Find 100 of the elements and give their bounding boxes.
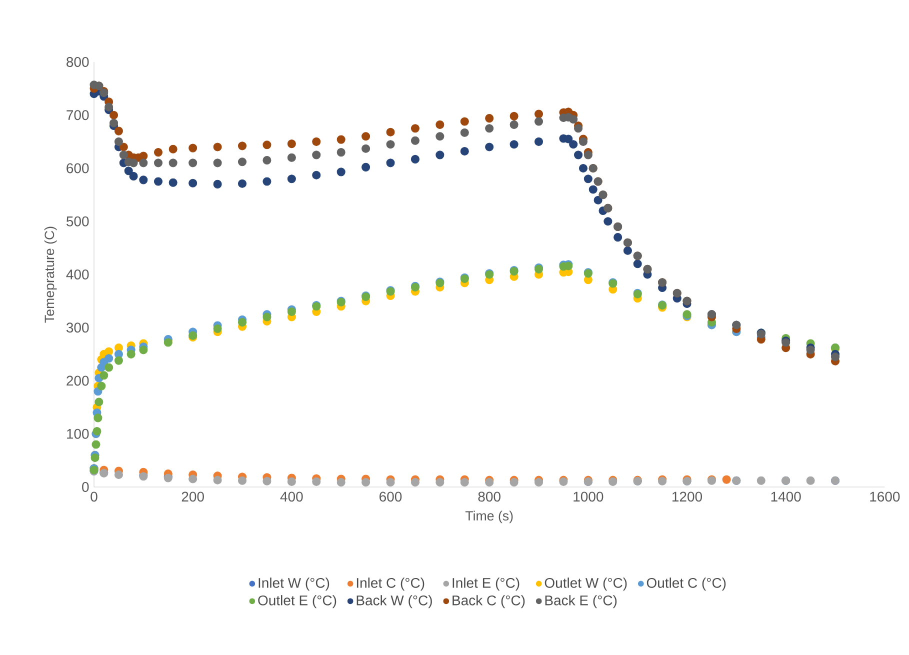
x-tick-label: 400 (280, 492, 303, 502)
point (362, 132, 370, 141)
point (436, 478, 444, 486)
point (362, 478, 370, 486)
point (436, 132, 444, 141)
point (410, 124, 420, 133)
point (460, 478, 469, 486)
point (436, 150, 444, 160)
legend-label: Back E (°C) (545, 595, 617, 608)
point (238, 179, 247, 188)
legend-label: Inlet C (°C) (356, 578, 424, 591)
point (119, 142, 128, 152)
point (114, 126, 123, 136)
y-tick-label: 200 (66, 376, 89, 386)
point (569, 115, 578, 124)
point (386, 158, 395, 168)
point (485, 142, 494, 152)
point (114, 137, 123, 146)
x-axis-title: Time (s) (465, 510, 513, 524)
x-tick-label: 200 (182, 492, 204, 502)
point (485, 124, 494, 133)
point (287, 477, 296, 486)
x-tick-label: 600 (380, 492, 402, 502)
y-tick-label: 300 (66, 322, 89, 333)
x-tick-label: 0 (90, 492, 98, 502)
point (410, 136, 420, 145)
x-tick-label: 1400 (771, 492, 801, 502)
point (287, 153, 296, 162)
point (104, 354, 114, 363)
point (312, 477, 321, 486)
point (386, 140, 395, 149)
point (336, 168, 346, 176)
point (574, 124, 583, 133)
point (722, 475, 731, 484)
point (386, 478, 395, 486)
point (588, 185, 598, 194)
point (614, 233, 622, 242)
point (806, 476, 815, 485)
point (510, 120, 518, 129)
point (362, 144, 370, 153)
point (623, 246, 632, 255)
y-tick-label: 800 (66, 57, 89, 67)
point (94, 398, 104, 406)
point (154, 158, 163, 168)
point (119, 150, 128, 160)
legend-label: Outlet E (°C) (258, 595, 336, 608)
point (584, 174, 592, 184)
point (92, 440, 100, 449)
point (154, 148, 163, 157)
x-tick-label: 800 (478, 492, 500, 502)
point (188, 178, 198, 188)
y-tick-label: 0 (82, 482, 89, 492)
y-tick-label: 400 (66, 270, 89, 280)
point (578, 137, 588, 146)
x-tick-label: 1600 (870, 492, 900, 502)
point (168, 144, 178, 154)
point (756, 476, 766, 485)
point (139, 152, 148, 160)
point (90, 453, 100, 462)
point (410, 154, 420, 164)
point (238, 476, 247, 485)
legend-label: Back W (°C) (356, 595, 432, 608)
x-tick-label: 1000 (574, 492, 604, 502)
point (336, 478, 346, 486)
point (262, 476, 272, 486)
point (92, 426, 102, 436)
point (124, 166, 133, 176)
point (410, 478, 420, 486)
point (362, 162, 370, 172)
point (830, 352, 840, 362)
y-tick-label: 100 (67, 428, 89, 439)
point (460, 128, 469, 137)
point (510, 112, 518, 120)
point (574, 150, 583, 160)
point (213, 476, 222, 484)
point (110, 110, 118, 120)
point (168, 158, 178, 168)
point (262, 312, 272, 322)
point (604, 217, 612, 226)
point (94, 414, 102, 422)
point (312, 170, 321, 180)
point (312, 150, 321, 160)
y-tick-label: 600 (66, 163, 89, 174)
point (460, 117, 469, 126)
legend-label: Outlet W (°C) (544, 578, 627, 591)
point (436, 120, 444, 129)
point (139, 176, 148, 184)
point (460, 146, 469, 156)
legend-label: Outlet C (°C) (646, 578, 726, 591)
point (114, 470, 123, 480)
point (97, 382, 106, 390)
legend-label: Inlet E (°C) (452, 578, 520, 591)
y-tick-label: 700 (66, 110, 89, 120)
point (633, 260, 642, 268)
point (139, 346, 148, 354)
point (336, 135, 346, 144)
point (238, 158, 247, 166)
point (262, 140, 272, 150)
point (594, 196, 602, 204)
legend-label: Inlet W (°C) (258, 578, 330, 591)
